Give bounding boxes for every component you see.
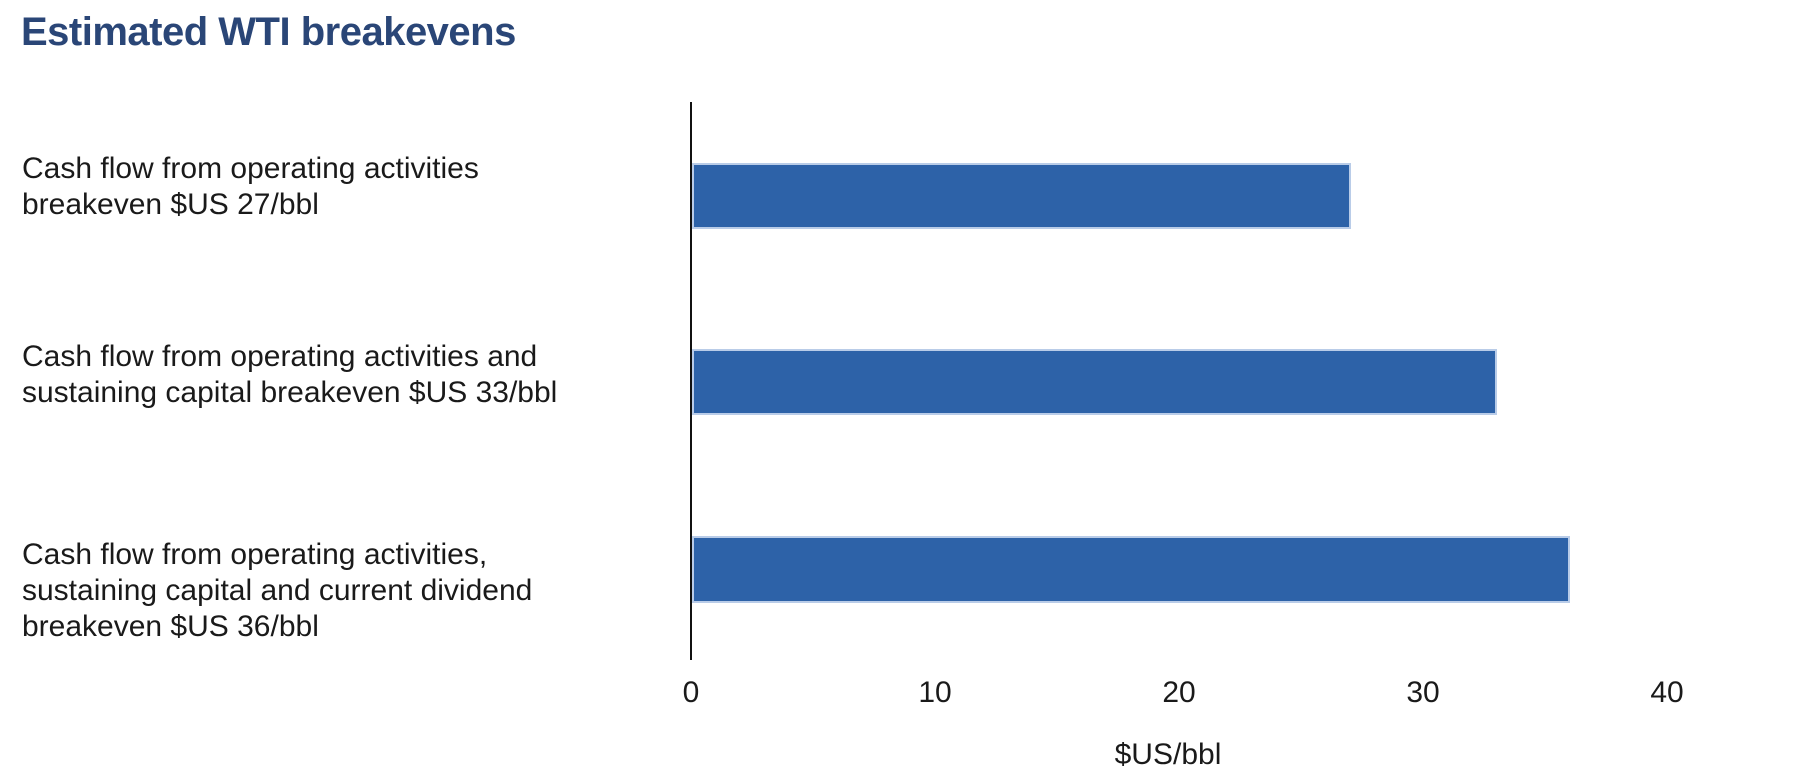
category-label-sustaining-capital: Cash flow from operating activities and … bbox=[22, 340, 558, 409]
category-label-current-dividend: Cash flow from operating activities, sus… bbox=[22, 538, 533, 643]
x-tick-label-10: 10 bbox=[918, 676, 952, 709]
x-axis-label: $US/bbl bbox=[1114, 738, 1222, 771]
x-tick-label-20: 20 bbox=[1162, 676, 1196, 709]
bar-operating-activities-breakeven bbox=[692, 163, 1351, 229]
bar-sustaining-capital-breakeven bbox=[692, 349, 1497, 415]
x-tick-label-40: 40 bbox=[1650, 676, 1684, 709]
bar-current-dividend-breakeven bbox=[692, 536, 1570, 603]
x-tick-label-0: 0 bbox=[682, 676, 700, 709]
x-tick-label-30: 30 bbox=[1406, 676, 1440, 709]
chart-title: Estimated WTI breakevens bbox=[21, 10, 516, 54]
y-axis-line bbox=[690, 102, 692, 660]
category-label-operating-activities: Cash flow from operating activities brea… bbox=[22, 152, 479, 221]
